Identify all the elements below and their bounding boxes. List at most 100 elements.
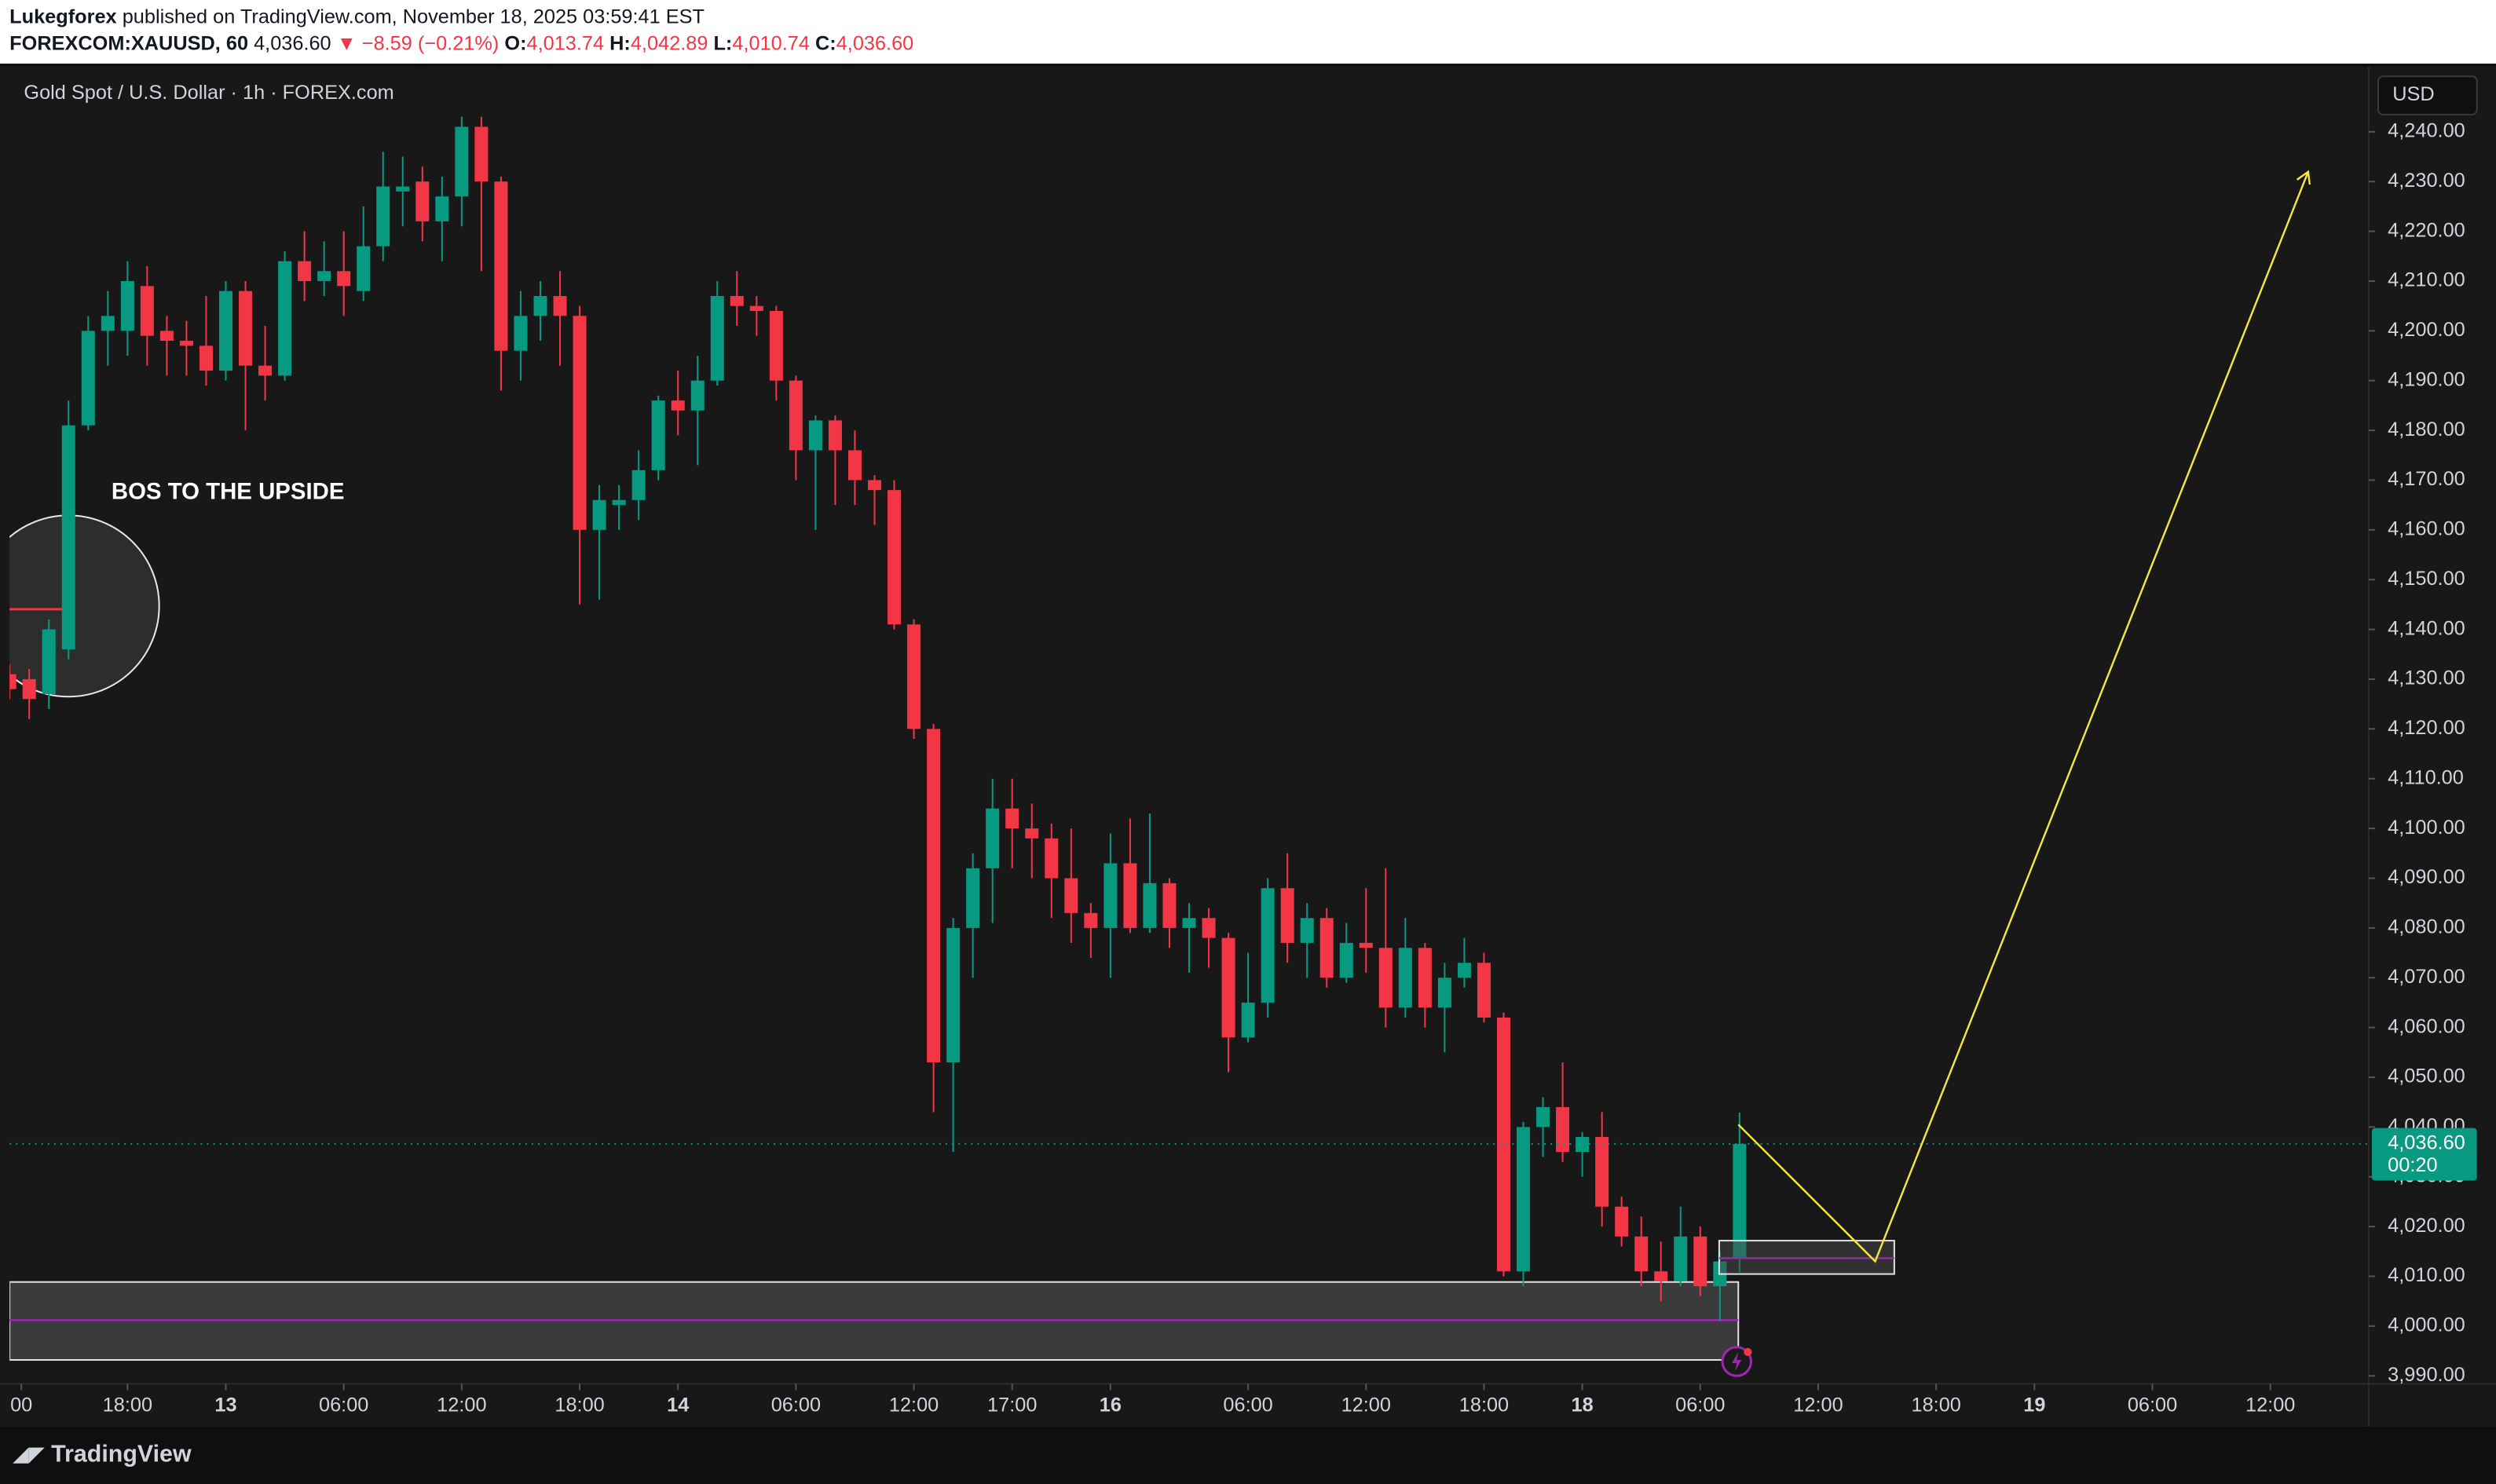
candle-body — [986, 808, 1000, 868]
candle-body — [789, 380, 803, 451]
x-tick-label: 12:00 — [2245, 1394, 2295, 1416]
countdown: 00:20 — [2388, 1154, 2437, 1176]
candle-body — [140, 286, 154, 336]
y-tick-label: 4,230.00 — [2388, 170, 2465, 192]
x-tick-label: 16 — [1100, 1394, 1122, 1416]
author: Lukegforex — [9, 5, 116, 27]
candle-body — [690, 380, 705, 411]
y-tick-label: 4,160.00 — [2388, 518, 2465, 540]
candle-body — [22, 678, 36, 700]
footer — [0, 1427, 2496, 1484]
candle-body — [1418, 948, 1432, 1008]
candle-body — [159, 331, 174, 342]
x-tick-label: 12:00 — [1793, 1394, 1843, 1416]
y-tick-label: 4,010.00 — [2388, 1264, 2465, 1286]
candle-body — [474, 126, 489, 182]
y-tick-label: 4,240.00 — [2388, 120, 2465, 142]
last-price-label: 4,036.60 — [2388, 1132, 2465, 1154]
candle-body — [592, 499, 606, 530]
candle-body — [1556, 1107, 1570, 1153]
candle-body — [435, 196, 449, 221]
candle-body — [278, 261, 292, 376]
candle-body — [1398, 948, 1412, 1008]
candle-body — [9, 674, 16, 689]
candle-body — [1084, 912, 1098, 928]
symbol: FOREXCOM:XAUUSD, 60 — [9, 32, 248, 54]
candle-body — [1654, 1271, 1668, 1281]
annotation: BOS TO THE UPSIDE — [112, 479, 345, 505]
overlay: BOS TO THE UPSIDE ◢◤ TradingView — [13, 170, 2311, 1468]
y-tick-label: 4,200.00 — [2388, 319, 2465, 341]
x-tick-label: 18 — [1572, 1394, 1594, 1416]
candle-body — [828, 420, 842, 451]
candle-body — [573, 316, 587, 530]
candle-body — [710, 295, 724, 381]
y-tick-label: 4,100.00 — [2388, 817, 2465, 839]
candle-body — [514, 316, 528, 351]
candle-body — [494, 181, 508, 351]
candle-body — [1693, 1236, 1707, 1287]
currency: USD — [2392, 83, 2434, 105]
candle-body — [61, 425, 75, 649]
x-tick-label: 12:00 — [437, 1394, 486, 1416]
candle-body — [1674, 1236, 1688, 1281]
currency-button[interactable] — [2377, 75, 2478, 115]
candle-body — [1280, 888, 1294, 943]
alert-dot — [1744, 1347, 1752, 1356]
y-tick-label: 4,060.00 — [2388, 1015, 2465, 1037]
candle-body — [946, 927, 961, 1062]
candle-body — [533, 295, 547, 316]
x-tick-label: 06:00 — [771, 1394, 821, 1416]
candle-body — [1536, 1107, 1550, 1128]
candle-body — [1162, 883, 1177, 928]
candle-body — [1005, 808, 1019, 829]
x-tick-label: 13 — [214, 1394, 236, 1416]
x-tick-label: 18:00 — [103, 1394, 152, 1416]
projection-path — [1737, 171, 2309, 1263]
x-tick-label: 18:00 — [1459, 1394, 1509, 1416]
candle-body — [42, 629, 56, 694]
ohlc-value: 4,013.74 — [527, 32, 605, 54]
y-tick-label: 4,000.00 — [2388, 1314, 2465, 1336]
alert-bolt — [1732, 1351, 1742, 1372]
candle-body — [671, 400, 685, 411]
y-tick-label: 4,170.00 — [2388, 468, 2465, 490]
header-line: Lukegforex published on TradingView.com,… — [9, 5, 705, 27]
x-tick-label: 06:00 — [2128, 1394, 2177, 1416]
ohlc-value: 4,042.89 — [631, 32, 708, 54]
candle-body — [1517, 1127, 1531, 1272]
candle-body — [1045, 838, 1059, 879]
ohlc-value: 4,036.60 — [836, 32, 914, 54]
y-tick-label: 4,150.00 — [2388, 568, 2465, 590]
candle-body — [1457, 963, 1471, 978]
last-price-tag — [2371, 1128, 2477, 1181]
candle-body — [1025, 828, 1039, 839]
candle-body — [1615, 1206, 1629, 1237]
candle-body — [1064, 878, 1078, 913]
candle-body — [553, 295, 567, 316]
projection-arrowhead — [2296, 170, 2311, 185]
candle-body — [1437, 978, 1451, 1008]
candle-body — [1496, 1017, 1511, 1272]
candle-body — [199, 345, 213, 371]
candle-body — [101, 316, 115, 331]
candle-body — [1182, 918, 1196, 928]
ohlc-label: L: — [713, 32, 732, 54]
x-tick-label: 14 — [667, 1394, 689, 1416]
candle-body — [847, 450, 862, 481]
y-tick-label: 4,090.00 — [2388, 866, 2465, 888]
candle-body — [1103, 863, 1118, 928]
plot — [9, 116, 2369, 1362]
x-tick-label: 06:00 — [1223, 1394, 1272, 1416]
y-tick-label: 4,050.00 — [2388, 1065, 2465, 1087]
last: 4,036.60 — [254, 32, 331, 54]
candle-body — [1202, 918, 1216, 938]
candle-body — [357, 246, 371, 291]
ohlc-label: C: — [815, 32, 836, 54]
candle-body — [1477, 963, 1491, 1018]
candle-body — [907, 624, 921, 729]
header-bar — [0, 0, 2496, 64]
x-tick-label: 12:00 — [1341, 1394, 1391, 1416]
